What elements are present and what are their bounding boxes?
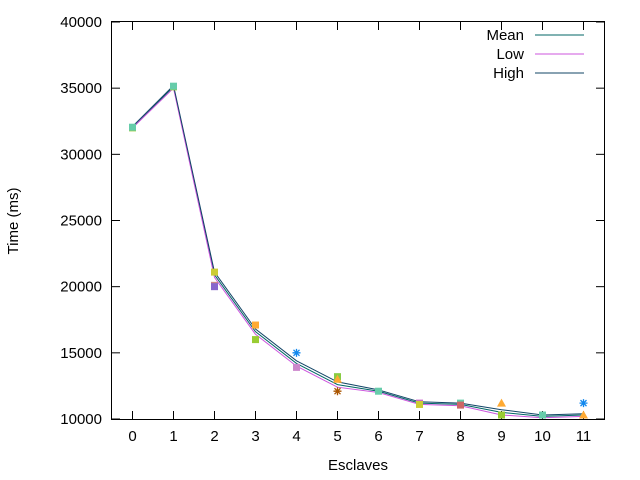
y-tick-label: 20000 (60, 279, 102, 296)
legend: Mean Low High (486, 27, 584, 82)
x-tick-label: 7 (415, 428, 423, 445)
series-lines (132, 84, 584, 419)
y-axis: 10000 15000 20000 25000 30000 35000 40000 (60, 14, 604, 428)
data-point (498, 411, 505, 419)
data-point (129, 123, 136, 131)
y-tick-label: 10000 (60, 411, 102, 428)
legend-label-mean: Mean (486, 27, 524, 44)
data-point (252, 336, 259, 344)
legend-label-high: High (493, 65, 524, 82)
data-point (293, 363, 300, 371)
plot-frame (111, 21, 605, 420)
data-point (170, 82, 177, 90)
data-point (292, 348, 301, 357)
data-point (252, 321, 259, 329)
x-tick-label: 8 (456, 428, 464, 445)
data-point (497, 398, 506, 407)
data-point (211, 268, 218, 276)
data-point (416, 400, 423, 408)
data-point (539, 411, 546, 419)
x-tick-label: 11 (576, 428, 592, 445)
series-line-high (132, 84, 584, 416)
x-tick-label: 6 (374, 428, 382, 445)
series-line-mean (132, 85, 584, 417)
y-tick-label: 40000 (60, 14, 102, 31)
x-tick-label: 10 (534, 428, 551, 445)
x-axis-label: Esclaves (328, 457, 388, 474)
x-tick-label: 4 (292, 428, 300, 445)
data-point (579, 410, 588, 419)
y-tick-label: 30000 (60, 146, 102, 163)
x-tick-label: 9 (497, 428, 505, 445)
x-tick-label: 5 (333, 428, 341, 445)
data-point (375, 387, 382, 395)
data-point (333, 374, 342, 383)
y-tick-label: 15000 (60, 345, 102, 362)
data-points (129, 82, 588, 419)
x-axis: 0 1 2 3 4 5 6 7 8 9 10 11 (128, 22, 591, 445)
data-point (457, 401, 464, 409)
y-tick-label: 25000 (60, 213, 102, 230)
data-point (211, 283, 218, 291)
x-tick-label: 1 (169, 428, 177, 445)
x-tick-label: 2 (210, 428, 218, 445)
legend-label-low: Low (496, 46, 524, 63)
x-tick-label: 0 (128, 428, 136, 445)
x-tick-label: 3 (251, 428, 259, 445)
data-point (333, 387, 342, 396)
data-point (579, 399, 588, 408)
series-line-low (132, 87, 584, 419)
y-tick-label: 35000 (60, 80, 102, 97)
y-axis-label: Time (ms) (5, 188, 22, 255)
